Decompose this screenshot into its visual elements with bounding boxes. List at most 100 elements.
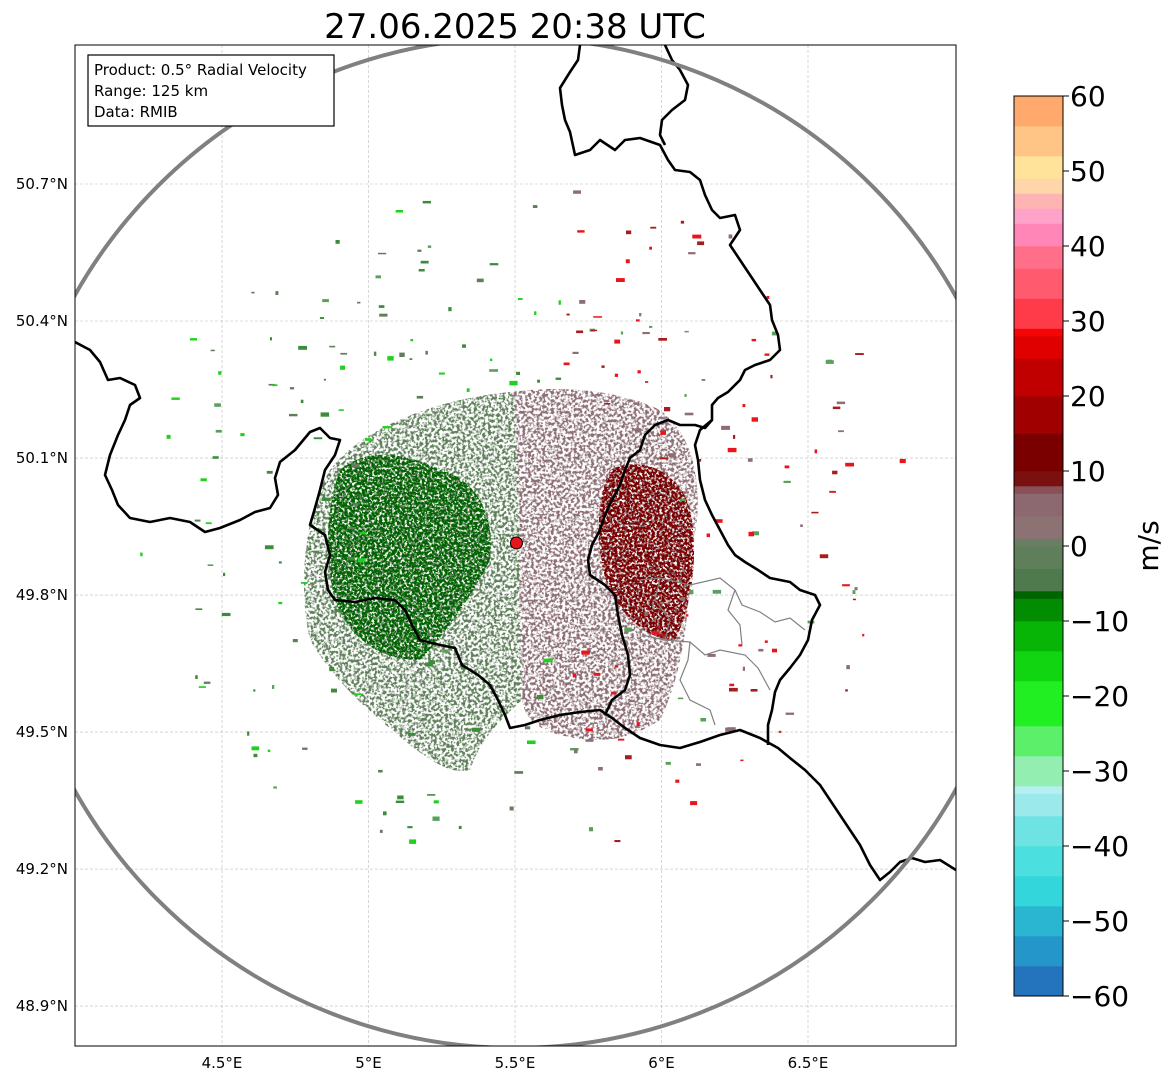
colorbar-tick-label: 30 — [1070, 305, 1106, 338]
echo-speck — [637, 637, 641, 640]
echo-speck — [215, 429, 222, 433]
echo-speck — [289, 413, 298, 417]
echo-speck — [826, 359, 832, 362]
radar-site-marker — [509, 536, 523, 550]
echo-speck — [537, 379, 540, 383]
echo-speck — [689, 589, 694, 595]
echo-speck — [668, 453, 676, 458]
colorbar-tick-label: 50 — [1070, 155, 1106, 188]
echo-speck — [593, 316, 603, 318]
echo-speck — [590, 329, 598, 332]
echo-speck — [536, 694, 544, 700]
colorbar-segment — [1014, 96, 1063, 127]
echo-speck — [855, 353, 864, 355]
colorbar-tick-label: 0 — [1070, 530, 1088, 563]
echo-speck — [292, 639, 298, 643]
echo-speck — [272, 685, 275, 689]
map-title: 27.06.2025 20:38 UTC — [324, 7, 706, 47]
echo-speck — [581, 650, 590, 655]
echo-speck — [742, 666, 745, 671]
echo-speck — [573, 190, 581, 194]
echo-speck — [645, 381, 649, 383]
echo-speck — [432, 816, 440, 821]
echo-speck — [253, 753, 258, 758]
echo-speck — [442, 649, 449, 653]
echo-speck — [589, 827, 593, 832]
echo-speck — [862, 633, 865, 637]
colorbar-segment — [1014, 726, 1063, 757]
echo-speck — [351, 464, 360, 468]
echo-speck — [518, 298, 523, 300]
echo-speck — [616, 278, 625, 282]
echo-speck — [320, 412, 330, 417]
echo-speck — [639, 313, 642, 317]
colorbar-segment — [1014, 298, 1063, 329]
echo-speck — [778, 730, 782, 733]
echo-speck — [764, 640, 768, 643]
echo-speck — [729, 687, 738, 692]
lon-tick-label-3: 6°E — [648, 1054, 675, 1072]
echo-speck — [614, 339, 621, 344]
echo-speck — [166, 434, 171, 439]
colorbar-segment — [1014, 516, 1063, 539]
echo-speck — [409, 358, 413, 360]
echo-speck — [395, 210, 403, 213]
echo-speck — [462, 344, 466, 348]
echo-speck — [832, 406, 841, 410]
echo-speck — [375, 275, 381, 279]
echo-speck — [783, 480, 791, 483]
echo-speck — [489, 263, 499, 266]
echo-speck — [323, 378, 326, 381]
info-range: Range: 125 km — [94, 82, 208, 100]
echo-speck — [852, 590, 856, 594]
colorbar-segment — [1014, 268, 1063, 299]
echo-speck — [771, 331, 778, 336]
echo-receding-core — [598, 464, 695, 640]
echo-speck — [585, 739, 594, 742]
echo-speck — [614, 665, 619, 668]
echo-speck — [490, 358, 493, 362]
echo-speck — [727, 727, 736, 732]
echo-speck — [764, 353, 770, 356]
echo-approaching-core — [328, 454, 491, 660]
echo-speck — [409, 839, 417, 844]
echo-speck — [684, 394, 687, 397]
colorbar-segment — [1014, 328, 1063, 337]
colorbar-segment — [1014, 546, 1063, 569]
echo-speck — [740, 759, 744, 762]
echo-speck — [636, 722, 640, 727]
colorbar-segment — [1014, 493, 1063, 517]
lat-tick-label-6: 48.9°N — [16, 997, 68, 1015]
echo-speck — [364, 438, 372, 441]
echo-speck — [331, 688, 337, 693]
echo-speck — [334, 609, 342, 612]
echo-speck — [576, 330, 584, 334]
echo-speck — [675, 779, 680, 783]
echo-speck — [410, 339, 414, 342]
lat-tick-label-3: 49.8°N — [16, 586, 68, 604]
echo-speck — [659, 633, 669, 637]
colorbar-segment — [1014, 816, 1063, 847]
echo-speck — [829, 490, 836, 493]
echo-speck — [524, 726, 531, 730]
echo-speck — [378, 305, 385, 308]
echo-speck — [574, 749, 578, 754]
colorbar-tick-label: 10 — [1070, 455, 1106, 488]
echo-speck — [751, 338, 757, 342]
echo-speck — [218, 371, 222, 375]
echo-speck — [278, 561, 282, 564]
colorbar-segment — [1014, 336, 1063, 359]
echo-speck — [335, 240, 340, 244]
echo-speck — [379, 313, 388, 317]
echo-speck — [214, 403, 221, 407]
echo-speck — [340, 365, 346, 370]
echo-speck — [652, 631, 660, 635]
colorbar-tick-label: −50 — [1070, 905, 1129, 938]
echo-speck — [572, 351, 579, 354]
echo-speck — [357, 558, 366, 563]
echo-speck — [697, 241, 705, 246]
echo-speck — [772, 648, 777, 653]
echo-speck — [570, 748, 579, 751]
colorbar-segment — [1014, 193, 1063, 209]
echo-speck — [696, 763, 701, 766]
